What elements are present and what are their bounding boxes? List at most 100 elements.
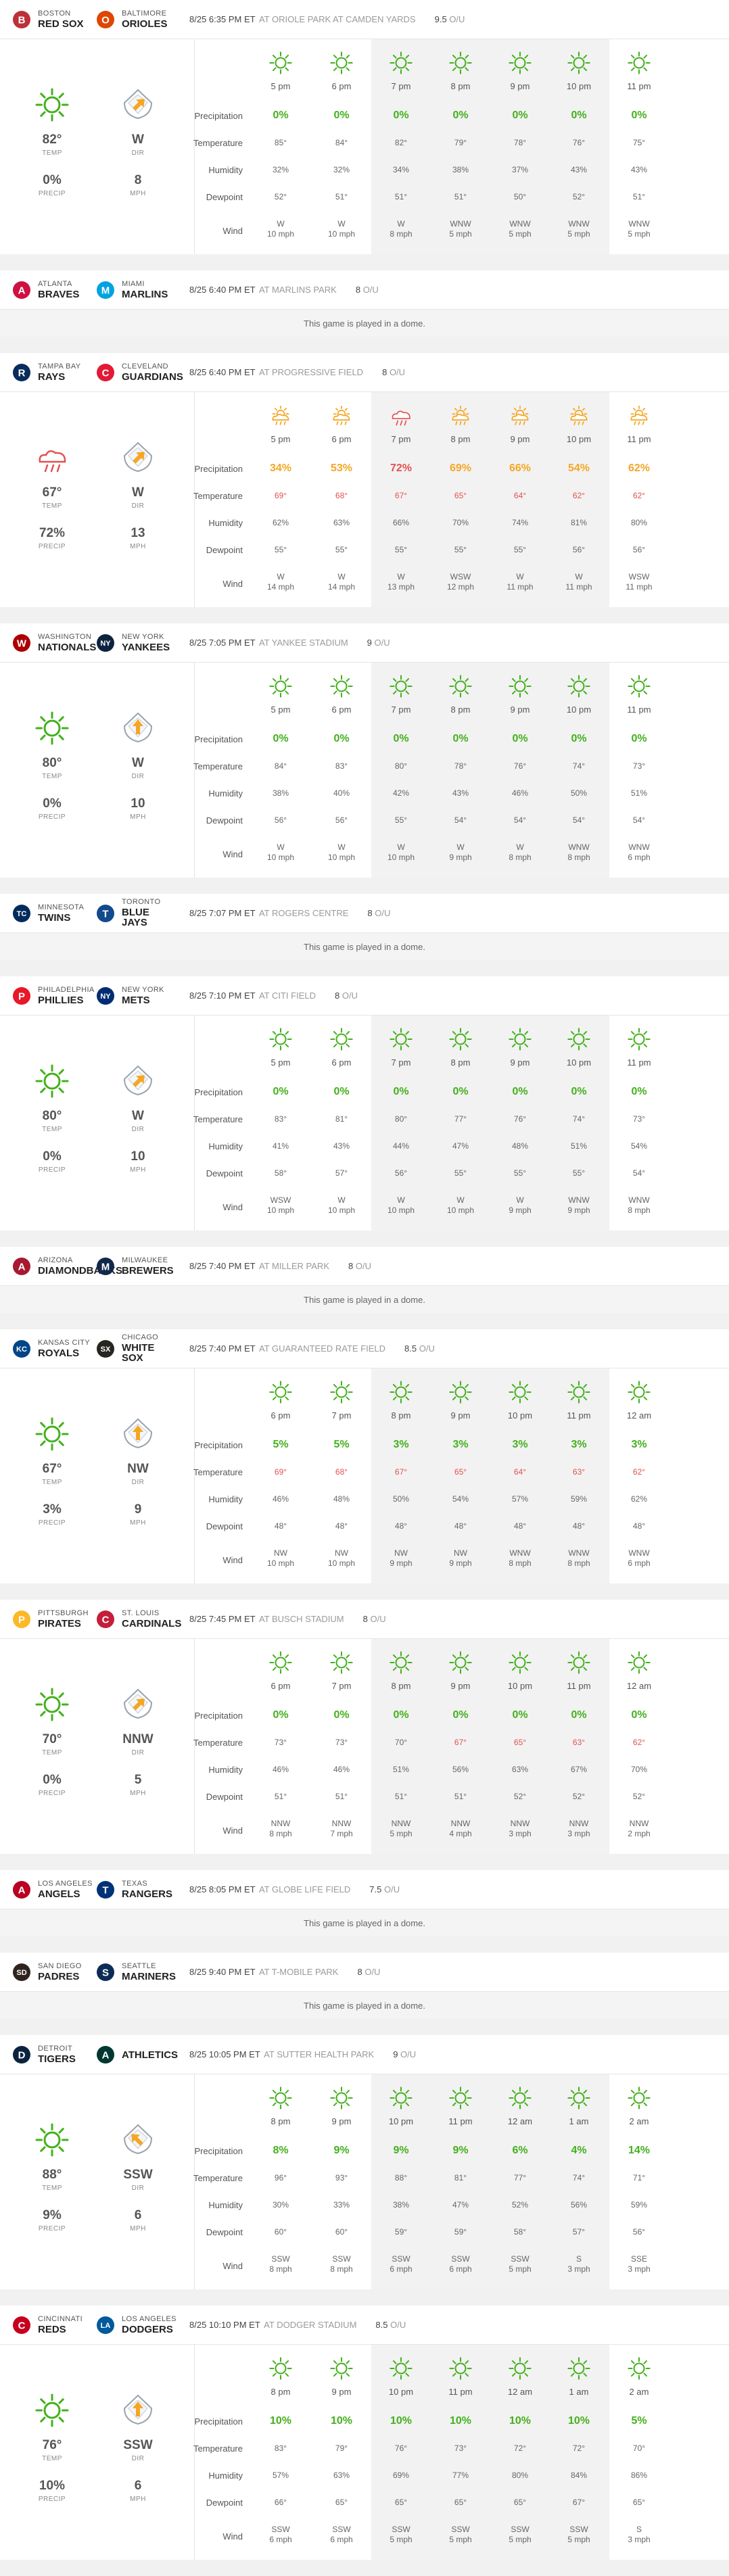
- summary-wind-speed: 5: [134, 1773, 142, 1787]
- wind-direction-arrow-toward-rf-icon: [122, 88, 154, 124]
- home-team[interactable]: T TEXAS RANGERS: [93, 1878, 177, 1902]
- hour-label: 8 pm: [271, 2387, 291, 2397]
- home-team[interactable]: C CLEVELAND GUARDIANS: [93, 360, 183, 385]
- game-forecast: 80° TEMP 0% PRECIP W DIR 10 MPH Precipitation Tem…: [0, 663, 729, 878]
- home-team[interactable]: NY NEW YORK YANKEES: [93, 631, 177, 655]
- home-team[interactable]: O BALTIMORE ORIOLES: [93, 7, 177, 32]
- wind-speed: 8 mph: [567, 1558, 590, 1568]
- precip-value: 0%: [571, 110, 587, 121]
- precip-value: 0%: [333, 1709, 350, 1721]
- wind-direction: W: [456, 1195, 465, 1205]
- away-team[interactable]: A LOS ANGELES ANGELS: [9, 1878, 93, 1902]
- game-time: 8/25 6:40 PM ET AT PROGRESSIVE FIELD: [189, 367, 363, 377]
- temp-value: 67°: [454, 1738, 467, 1747]
- over-under-value: 9: [393, 2049, 398, 2059]
- dewpoint-value: 50°: [513, 192, 527, 201]
- over-under: 9 O/U: [367, 638, 390, 648]
- dewpoint-value: 60°: [274, 2227, 287, 2237]
- team-name: PHILLIES: [38, 994, 84, 1006]
- away-team[interactable]: P PITTSBURGH PIRATES: [9, 1607, 93, 1631]
- over-under-label: O/U: [364, 1967, 381, 1977]
- home-team[interactable]: NY NEW YORK METS: [93, 984, 177, 1008]
- wind-speed: 10 mph: [327, 1558, 356, 1568]
- away-team[interactable]: C CINCINNATI REDS: [9, 2313, 93, 2337]
- game-summary: 88° TEMP 9% PRECIP SSW DIR 6 MPH: [0, 2074, 195, 2289]
- wind-direction: W: [575, 572, 583, 581]
- summary-temp-label: TEMP: [42, 1749, 62, 1757]
- away-team[interactable]: A ATLANTA BRAVES: [9, 278, 93, 302]
- home-team[interactable]: T TORONTO BLUE JAYS: [93, 899, 177, 928]
- precip-value: 9%: [333, 2145, 350, 2156]
- home-team[interactable]: C ST. LOUIS CARDINALS: [93, 1607, 181, 1631]
- home-team[interactable]: LA LOS ANGELES DODGERS: [93, 2313, 177, 2337]
- dewpoint-value: 54°: [632, 1168, 646, 1178]
- away-team[interactable]: B BOSTON RED SOX: [9, 7, 93, 32]
- team-city: MINNESOTA: [38, 903, 85, 911]
- hour-label: 1 am: [569, 2387, 589, 2397]
- away-team[interactable]: W WASHINGTON NATIONALS: [9, 631, 96, 655]
- away-team[interactable]: D DETROIT TIGERS: [9, 2043, 93, 2067]
- summary-precip-label: PRECIP: [38, 2496, 66, 2503]
- dewpoint-value: 51°: [394, 192, 408, 201]
- sun-cloud-rain-icon: [251, 404, 310, 427]
- temp-value: 83°: [274, 1114, 287, 1124]
- wind-value: SSE 3 mph: [609, 2254, 669, 2274]
- dewpoint-value: 55°: [513, 1168, 527, 1178]
- temp-value: 93°: [335, 2173, 348, 2183]
- away-team[interactable]: SD SAN DIEGO PADRES: [9, 1960, 93, 1984]
- away-team[interactable]: R TAMPA BAY RAYS: [9, 360, 93, 385]
- wind-speed: 5 mph: [509, 229, 532, 239]
- wind-speed: 10 mph: [446, 1206, 475, 1215]
- temp-value: 73°: [454, 2443, 467, 2453]
- team-names: SEATTLE MARINERS: [122, 1962, 176, 1982]
- hourly-forecast: Precipitation Temperature Humidity Dewpoint…: [193, 1639, 729, 1854]
- home-team[interactable]: M MILWAUKEE BREWERS: [93, 1254, 177, 1279]
- wind-direction: SSW: [332, 2254, 351, 2264]
- away-team[interactable]: TC MINNESOTA TWINS: [9, 901, 93, 926]
- wind-value: W 10 mph: [312, 1195, 371, 1216]
- over-under-value: 8: [355, 285, 361, 295]
- dewpoint-value: 65°: [335, 2498, 348, 2507]
- twins-logo: TC: [9, 901, 34, 926]
- wind-direction: NW: [394, 1548, 408, 1558]
- summary-temp-label: TEMP: [42, 1479, 62, 1486]
- wind-speed: 9 mph: [390, 1558, 413, 1568]
- summary-wind-dir: W: [132, 133, 144, 147]
- svg-text:P: P: [18, 991, 25, 1002]
- sun-icon: [371, 675, 431, 698]
- humidity-value: 43%: [333, 1141, 350, 1151]
- hour-label: 10 pm: [566, 1057, 592, 1068]
- precip-value: 0%: [631, 1709, 647, 1721]
- dewpoint-value: 48°: [632, 1521, 646, 1531]
- dewpoint-value: 54°: [632, 815, 646, 825]
- sun-icon: [312, 2357, 371, 2380]
- game-datetime: 8/25 6:35 PM ET: [189, 14, 256, 24]
- svg-text:O: O: [101, 14, 110, 26]
- home-team[interactable]: A ATHLETICS: [93, 2043, 178, 2067]
- home-team[interactable]: S SEATTLE MARINERS: [93, 1960, 177, 1984]
- dome-notice: This game is played in a dome.: [0, 1992, 729, 2019]
- away-team[interactable]: A ARIZONA DIAMONDBACKS: [9, 1254, 122, 1279]
- over-under-value: 7.5: [369, 1884, 382, 1894]
- away-team[interactable]: KC KANSAS CITY ROYALS: [9, 1337, 93, 1361]
- hour-label: 5 pm: [271, 434, 291, 444]
- team-city: ATLANTA: [38, 279, 72, 288]
- game-summary: 67° TEMP 3% PRECIP NW DIR 9 MPH: [0, 1368, 195, 1583]
- game-datetime: 8/25 7:45 PM ET: [189, 1614, 256, 1624]
- home-team[interactable]: SX CHICAGO WHITE SOX: [93, 1334, 177, 1363]
- temp-value: 75°: [632, 138, 646, 147]
- wind-direction-arrow-toward-cf-icon: [122, 711, 154, 747]
- wind-value: NW 9 mph: [371, 1548, 431, 1569]
- over-under-value: 8.5: [404, 1343, 417, 1354]
- wind-speed: 5 mph: [390, 2535, 413, 2544]
- game-header: A ARIZONA DIAMONDBACKS M MILWAUKEE BREWERS 8/2…: [0, 1247, 729, 1286]
- home-team[interactable]: M MIAMI MARLINS: [93, 278, 177, 302]
- sun-icon: [35, 2123, 69, 2160]
- mariners-logo: S: [93, 1960, 118, 1984]
- svg-text:W: W: [17, 638, 27, 649]
- dewpoint-value: 51°: [274, 1792, 287, 1801]
- sun-icon: [549, 1028, 609, 1051]
- hourly-forecast: Precipitation Temperature Humidity Dewpoint…: [193, 1016, 729, 1231]
- away-team[interactable]: P PHILADELPHIA PHILLIES: [9, 984, 94, 1008]
